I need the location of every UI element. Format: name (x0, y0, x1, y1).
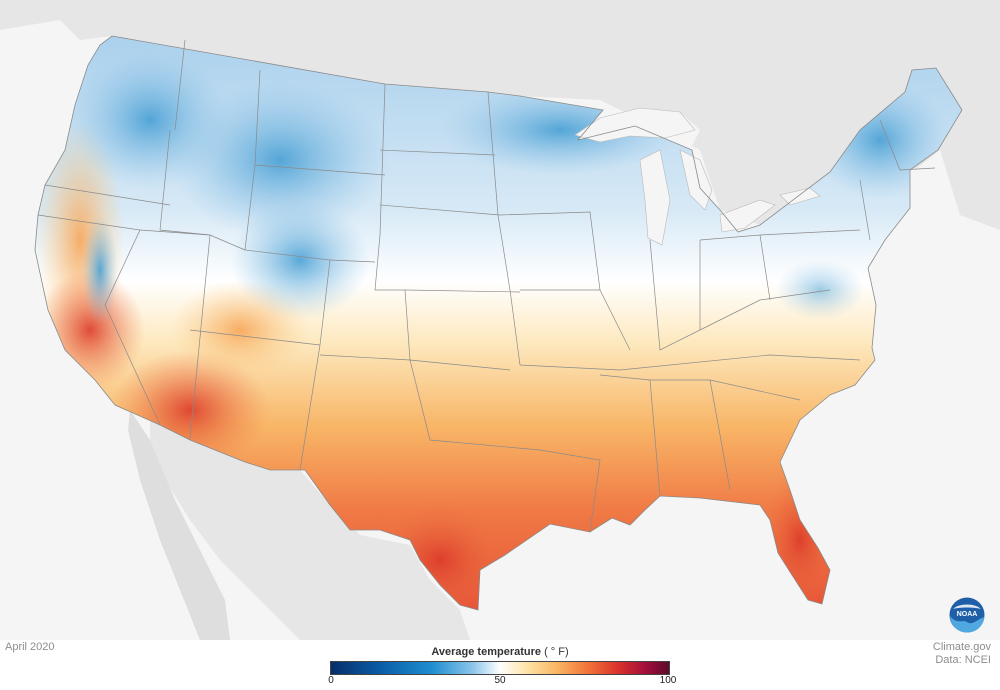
noaa-logo-text: NOAA (957, 611, 978, 618)
us-outline (34, 35, 963, 611)
map-canvas (0, 0, 1000, 640)
credit-climate-gov: Climate.gov (932, 641, 991, 653)
surrounding-land (0, 0, 1000, 640)
legend-tick-0: 0 (328, 675, 334, 686)
credit-data-source: Data: NCEI (935, 654, 991, 666)
legend-unit: ( ° F) (544, 646, 569, 658)
legend-tick-100: 100 (659, 675, 677, 686)
legend-color-bar (330, 661, 670, 675)
noaa-logo-icon: NOAA (949, 597, 985, 633)
legend-title: Average temperature ( ° F) (330, 646, 670, 658)
legend-tick-50: 50 (494, 675, 506, 686)
temperature-map (0, 0, 1000, 640)
noaa-logo: NOAA (949, 597, 985, 633)
state-borders (37, 39, 936, 533)
legend-title-text: Average temperature (431, 646, 541, 658)
date-label: April 2020 (5, 641, 55, 653)
